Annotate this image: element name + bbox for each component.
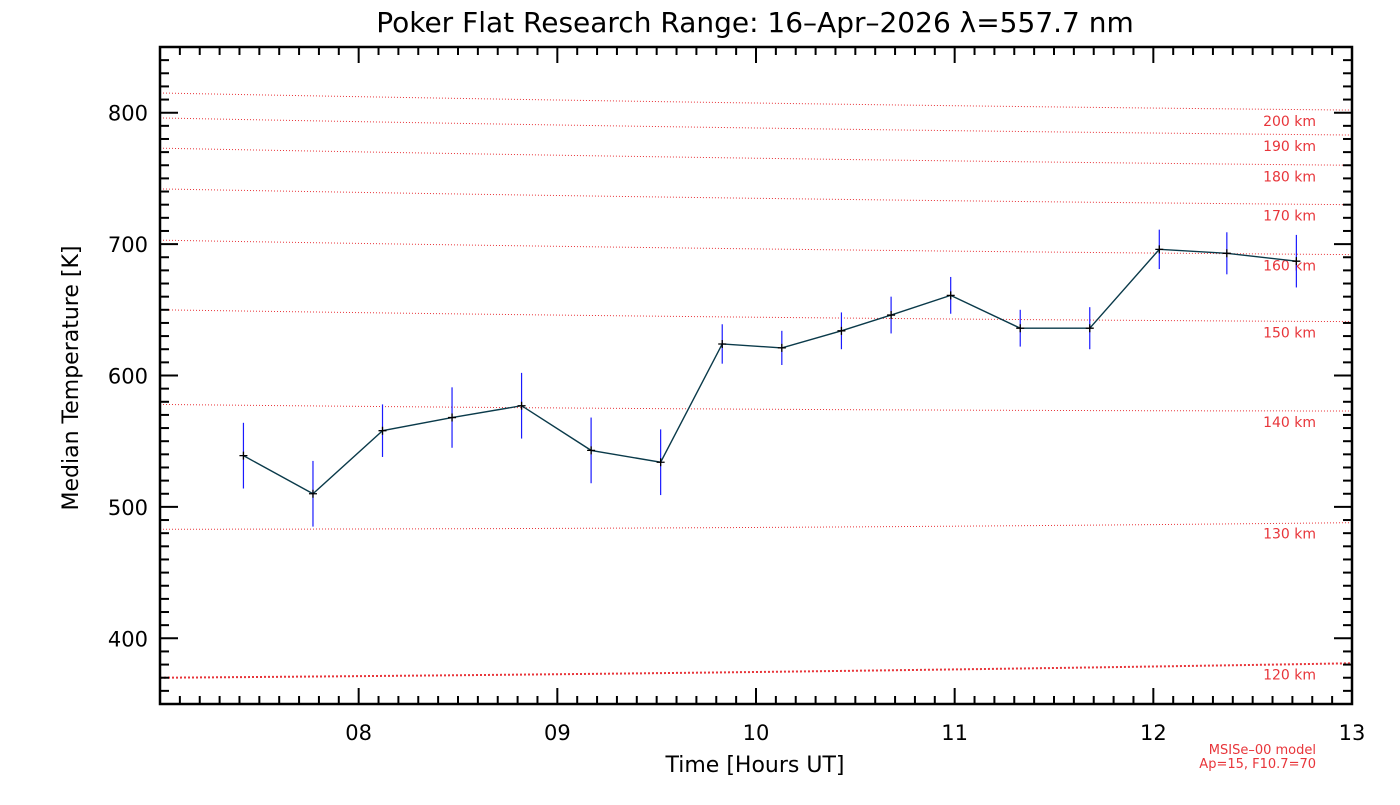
msis-label-160-km: 160 km: [1263, 259, 1316, 275]
data-point: [718, 339, 727, 348]
y-tick-label: 500: [108, 496, 148, 520]
data-point: [1222, 249, 1231, 258]
model-note-line-2: Ap=15, F10.7=70: [1199, 757, 1316, 772]
msis-label-190-km: 190 km: [1263, 139, 1316, 155]
data-point: [378, 426, 387, 435]
data-point: [1016, 324, 1025, 333]
x-tick-label: 09: [544, 721, 571, 745]
data-point: [656, 458, 665, 467]
data-point: [448, 413, 457, 422]
y-axis-label: Median Temperature [K]: [59, 246, 84, 511]
msis-line-190-km: [159, 117, 1353, 136]
model-note-line-1: MSISe–00 model: [1209, 743, 1316, 758]
chart-title: Poker Flat Research Range: 16–Apr–2026 λ…: [376, 6, 1134, 39]
msis-label-200-km: 200 km: [1263, 114, 1316, 130]
y-tick-label: 400: [108, 627, 148, 651]
y-tick-label: 700: [108, 233, 148, 257]
msis-label-130-km: 130 km: [1263, 527, 1316, 543]
data-point: [777, 343, 786, 352]
x-tick-label: 12: [1140, 721, 1167, 745]
msis-label-140-km: 140 km: [1263, 415, 1316, 431]
data-point: [837, 326, 846, 335]
msis-label-170-km: 170 km: [1263, 209, 1316, 225]
data-point: [587, 446, 596, 455]
data-point: [1292, 257, 1301, 266]
data-point: [1085, 324, 1094, 333]
y-tick-label: 800: [108, 102, 148, 126]
x-tick-label: 11: [941, 721, 968, 745]
msis-label-180-km: 180 km: [1263, 169, 1316, 185]
msis-line-140-km: [159, 403, 1353, 412]
series-line-0: [243, 248, 1297, 495]
msis-line-180-km: [159, 147, 1353, 166]
msis-label-120-km: 120 km: [1263, 667, 1316, 683]
series-layer: [239, 229, 1301, 527]
msis-line-120-km: [159, 662, 1353, 679]
x-tick-label: 08: [345, 721, 372, 745]
msis-line-130-km: [159, 522, 1353, 530]
y-tick-label: 600: [108, 365, 148, 389]
plot-frame: [158, 45, 1354, 706]
msis-layer: 120 km 130 km 140 km 150 km 160 km 170 km 180 …: [159, 92, 1353, 683]
data-point: [517, 401, 526, 410]
data-point: [239, 451, 248, 460]
data-point: [946, 291, 955, 300]
msis-line-160-km: [159, 239, 1353, 256]
data-point: [1155, 245, 1164, 254]
data-point: [308, 489, 317, 498]
x-axis-label: Time [Hours UT]: [665, 753, 845, 778]
msis-line-200-km: [159, 92, 1353, 111]
data-point: [887, 311, 896, 320]
msis-label-150-km: 150 km: [1263, 326, 1316, 342]
msis-line-150-km: [159, 309, 1353, 323]
x-tick-label: 13: [1339, 721, 1366, 745]
axes-layer: 08 09 10 11 12 13 400 500 600 700 800: [108, 45, 1366, 745]
msis-line-170-km: [159, 188, 1353, 206]
x-tick-label: 10: [743, 721, 770, 745]
